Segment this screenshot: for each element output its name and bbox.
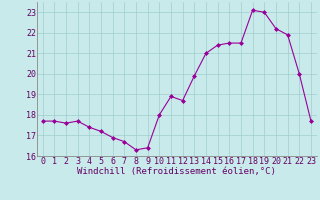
X-axis label: Windchill (Refroidissement éolien,°C): Windchill (Refroidissement éolien,°C) [77,167,276,176]
